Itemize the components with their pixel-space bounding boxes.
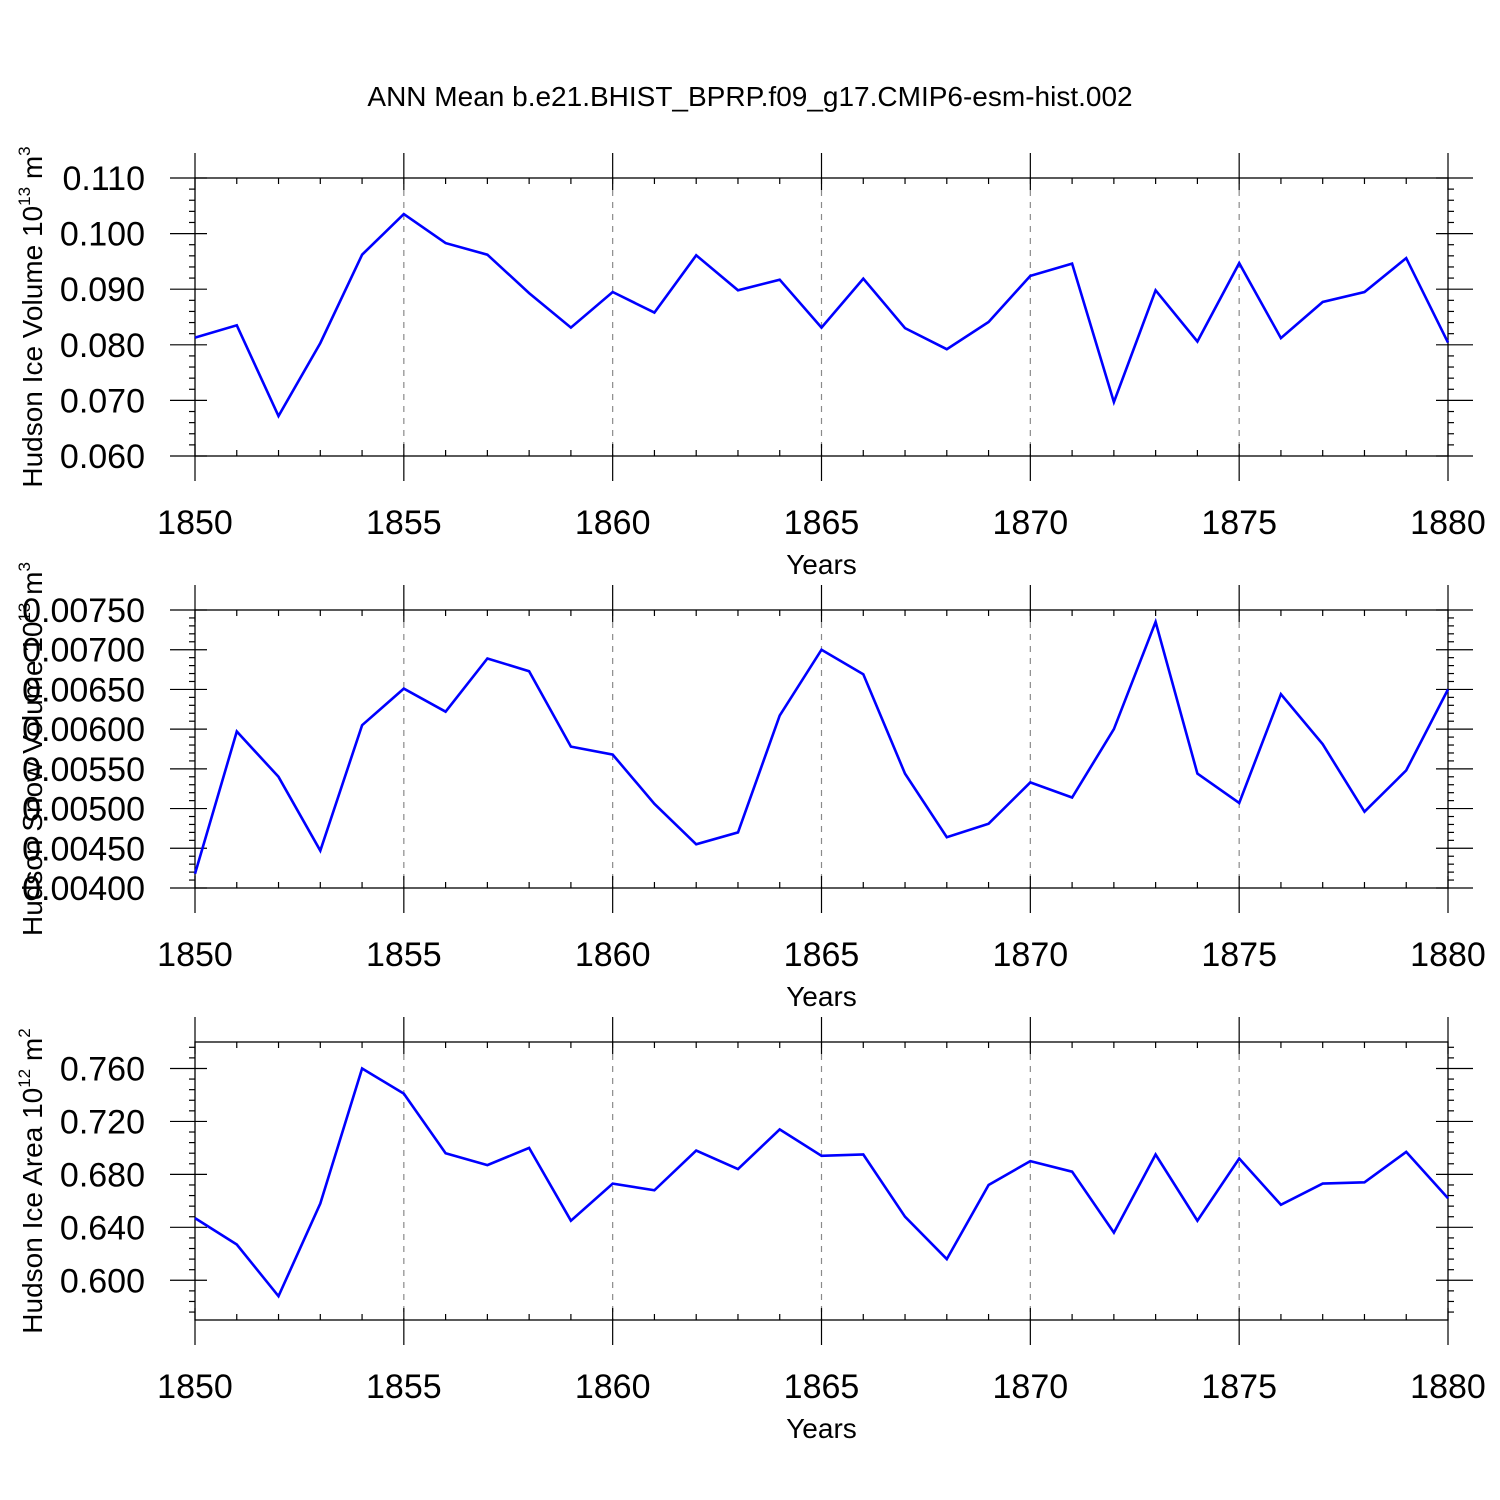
x-tick-label: 1880 <box>1410 1368 1486 1406</box>
plot-frame <box>194 609 1449 889</box>
x-tick-label: 1860 <box>575 1368 651 1406</box>
y-axis-label-exponent: 3 <box>15 146 34 155</box>
series-line-2 <box>193 617 1450 875</box>
y-tick-label: 0.00700 <box>22 632 145 670</box>
x-tick-label: 1850 <box>157 936 233 974</box>
y-tick-label: 0.100 <box>60 216 145 254</box>
x-tick-label: 1865 <box>784 1368 860 1406</box>
y-tick-label: 0.080 <box>60 327 145 365</box>
x-tick-label: 1870 <box>993 504 1069 542</box>
y-tick-label: 0.00500 <box>22 791 145 829</box>
y-axis-label-text: Hudson Snow Volume 10 <box>17 622 48 936</box>
y-axis-label-text: Hudson Ice Area 10 <box>17 1088 48 1334</box>
x-tick-label: 1860 <box>575 504 651 542</box>
y-tick-label: 0.760 <box>60 1050 145 1088</box>
x-tick-label: 1855 <box>366 1368 442 1406</box>
y-tick-label: 0.110 <box>62 160 145 198</box>
plot-frame <box>194 1041 1449 1321</box>
y-axis-label-exponent: 13 <box>15 187 34 206</box>
x-tick-label: 1860 <box>575 936 651 974</box>
x-tick-label: 1870 <box>993 936 1069 974</box>
y-tick-label: 0.00550 <box>22 751 145 789</box>
x-axis-label: Years <box>786 981 857 1012</box>
y-axis-label: Hudson Ice Area 1012 m2 <box>15 1028 48 1333</box>
x-tick-label: 1865 <box>784 504 860 542</box>
y-tick-label: 0.00600 <box>22 711 145 749</box>
x-tick-label: 1850 <box>157 504 233 542</box>
series-line-3 <box>194 1066 1449 1299</box>
series-line-1 <box>194 212 1450 419</box>
x-axis-label: Years <box>786 549 857 580</box>
figure-title: ANN Mean b.e21.BHIST_BPRP.f09_g17.CMIP6-… <box>367 81 1132 112</box>
y-tick-label: 0.00650 <box>22 671 145 709</box>
y-axis-label-exponent: 3 <box>15 562 34 571</box>
x-tick-label: 1880 <box>1410 504 1486 542</box>
panel-2: 0.004000.004500.005000.005500.006000.006… <box>15 562 1486 1012</box>
y-axis-label: Hudson Ice Volume 1013 m3 <box>15 146 48 487</box>
x-tick-label: 1870 <box>993 1368 1069 1406</box>
y-tick-label: 0.600 <box>60 1262 145 1300</box>
plot-frame <box>194 177 1449 457</box>
y-axis-label-exponent: 2 <box>15 1028 34 1037</box>
y-tick-label: 0.680 <box>60 1156 145 1194</box>
y-axis-label-exponent: 12 <box>15 1069 34 1088</box>
y-tick-label: 0.00400 <box>22 870 145 908</box>
y-tick-label: 0.720 <box>60 1103 145 1141</box>
y-axis-label-text: m <box>17 156 48 187</box>
y-axis-label-text: m <box>17 1038 48 1069</box>
y-axis-label: Hudson Snow Volume 1013 m3 <box>15 562 48 936</box>
panel-1: 0.060 0.070 0.080 0.090 0.100 0.110 1850 1855 18… <box>15 146 1486 580</box>
y-tick-label: 0.00450 <box>22 830 145 868</box>
y-tick-label: 0.00750 <box>22 592 145 630</box>
y-axis-label-exponent: 13 <box>15 603 34 622</box>
x-tick-label: 1850 <box>157 1368 233 1406</box>
y-axis-label-text: m <box>17 572 48 603</box>
y-tick-label: 0.060 <box>60 438 145 476</box>
x-tick-label: 1855 <box>366 504 442 542</box>
y-tick-label: 0.640 <box>60 1209 145 1247</box>
x-tick-label: 1855 <box>366 936 442 974</box>
x-tick-label: 1875 <box>1201 1368 1277 1406</box>
y-axis-label-text: Hudson Ice Volume 10 <box>17 206 48 488</box>
x-tick-label: 1875 <box>1201 504 1277 542</box>
x-tick-label: 1865 <box>784 936 860 974</box>
y-tick-label: 0.090 <box>60 271 145 309</box>
panel-3: 0.600 0.640 0.680 0.720 0.760 1850 1855 1860 186… <box>15 1017 1486 1444</box>
x-tick-label: 1880 <box>1410 936 1486 974</box>
y-tick-label: 0.070 <box>60 382 145 420</box>
x-tick-label: 1875 <box>1201 936 1277 974</box>
x-axis-label: Years <box>786 1413 857 1444</box>
